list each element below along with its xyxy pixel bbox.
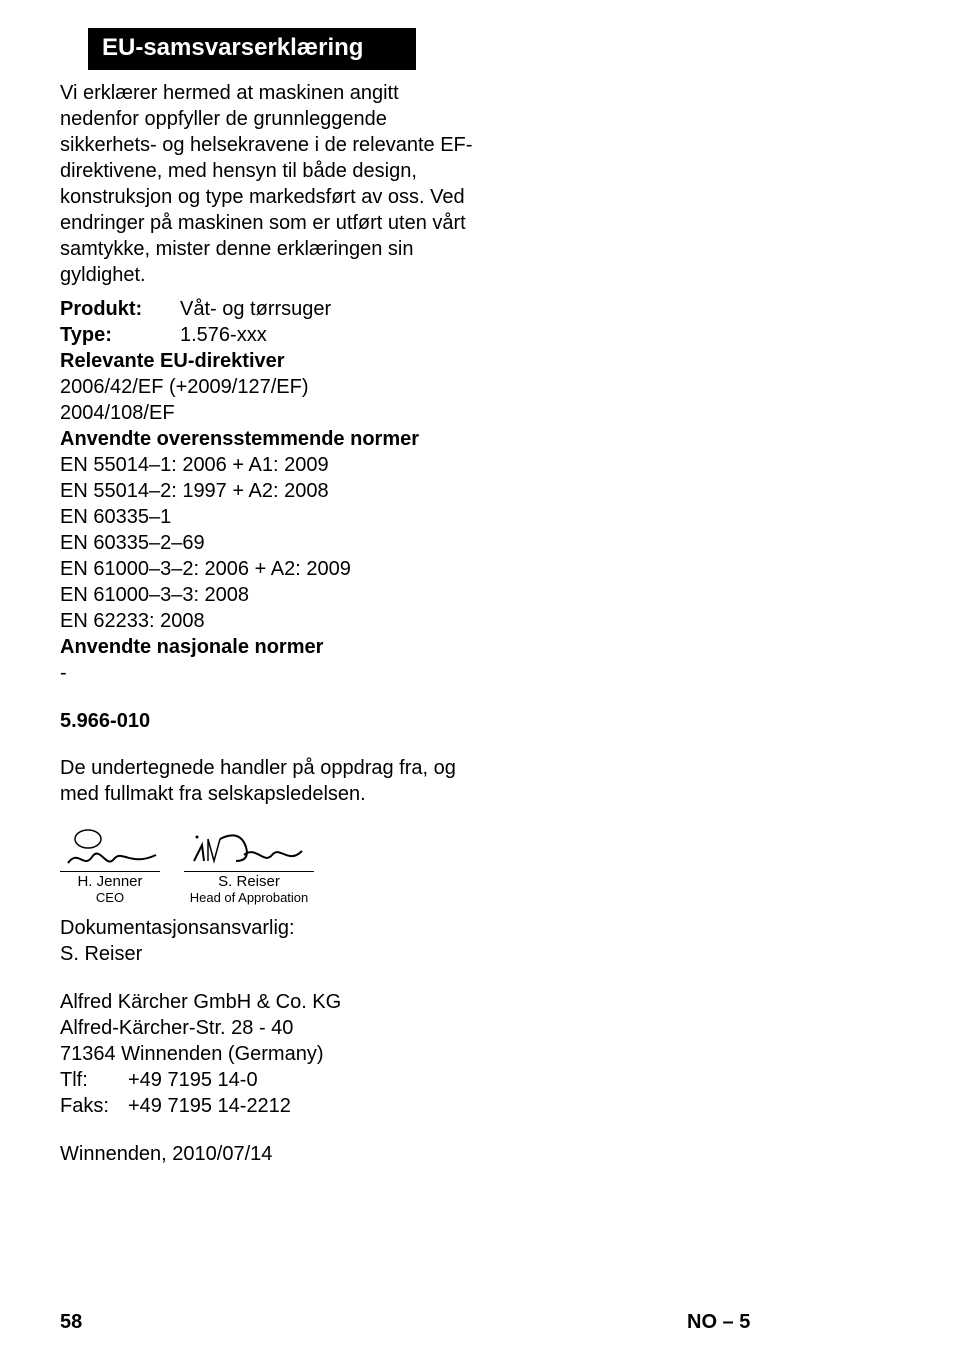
signature-1-role: CEO (60, 891, 160, 905)
norm-line: EN 55014–2: 1997 + A2: 2008 (60, 478, 480, 504)
norm-line: EN 62233: 2008 (60, 608, 480, 634)
signature-scribble-icon (184, 825, 314, 869)
norm-line: EN 61000–3–3: 2008 (60, 582, 480, 608)
produkt-label: Produkt: (60, 296, 180, 322)
signature-2-role: Head of Approbation (184, 891, 314, 905)
date-line: Winnenden, 2010/07/14 (60, 1141, 480, 1167)
section-code: 5.966-010 (60, 710, 894, 733)
signature-block: H. Jenner CEO S. Reiser Head of Approbat… (60, 825, 894, 905)
norm-line: EN 60335–2–69 (60, 530, 480, 556)
tel-label: Tlf: (60, 1067, 128, 1093)
doc-responsible-label: Dokumentasjonsansvarlig: (60, 915, 894, 941)
company-line: 71364 Winnenden (Germany) (60, 1041, 894, 1067)
norm-line: EN 61000–3–2: 2006 + A2: 2009 (60, 556, 480, 582)
footer-page-number: 58 (60, 1311, 477, 1334)
relevante-directive-heading: Relevante EU-direktiver (60, 348, 480, 374)
directive-line: 2006/42/EF (+2009/127/EF) (60, 374, 480, 400)
signature-scribble-icon (60, 825, 160, 869)
signature-2-name: S. Reiser (184, 871, 314, 891)
fax-label: Faks: (60, 1093, 128, 1119)
signature-2: S. Reiser Head of Approbation (184, 825, 314, 905)
anvendte-nat-heading: Anvendte nasjonale normer (60, 634, 480, 660)
company-line: Alfred-Kärcher-Str. 28 - 40 (60, 1015, 894, 1041)
produkt-value: Våt- og tørrsuger (180, 296, 480, 322)
nat-value: - (60, 660, 480, 686)
page-footer: 58 NO – 5 (60, 1311, 894, 1334)
norm-line: EN 55014–1: 2006 + A1: 2009 (60, 452, 480, 478)
undertegnede-paragraph: De undertegnede handler på oppdrag fra, … (60, 755, 480, 807)
type-value: 1.576-xxx (180, 322, 480, 348)
doc-responsible-name: S. Reiser (60, 941, 894, 967)
signature-1-name: H. Jenner (60, 871, 160, 891)
directive-line: 2004/108/EF (60, 400, 480, 426)
intro-paragraph: Vi erklærer hermed at maskinen angitt ne… (60, 80, 480, 288)
type-label: Type: (60, 322, 180, 348)
footer-lang-code: NO – 5 (477, 1311, 894, 1334)
company-line: Alfred Kärcher GmbH & Co. KG (60, 989, 894, 1015)
tel-value: +49 7195 14-0 (128, 1067, 258, 1093)
anvendte-over-heading: Anvendte overensstemmende normer (60, 426, 480, 452)
fax-value: +49 7195 14-2212 (128, 1093, 291, 1119)
page-title: EU-samsvarserklæring (88, 28, 416, 70)
signature-1: H. Jenner CEO (60, 825, 160, 905)
norm-line: EN 60335–1 (60, 504, 480, 530)
